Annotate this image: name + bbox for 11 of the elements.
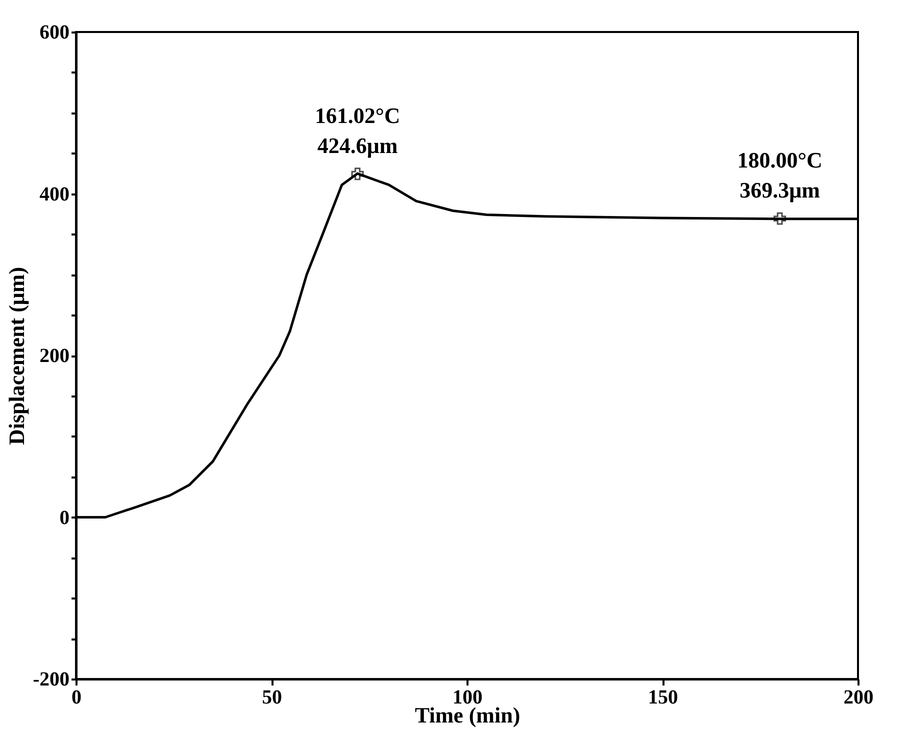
y-tick-label: 200 [40,345,70,367]
y-tick-label: -200 [32,668,70,690]
y-tick-label: 0 [60,506,70,529]
x-tick-label: 50 [262,686,282,708]
x-tick-label: 200 [844,686,874,708]
y-tick-label: 600 [40,22,70,44]
y-tick-label: 400 [40,183,70,206]
x-tick-label: 150 [648,686,678,708]
y-axis-title: Displacement (μm) [4,266,29,446]
annotation: 180.00°C 369.3μm [737,148,822,203]
annotation: 161.02°C 424.6μm [314,102,400,158]
